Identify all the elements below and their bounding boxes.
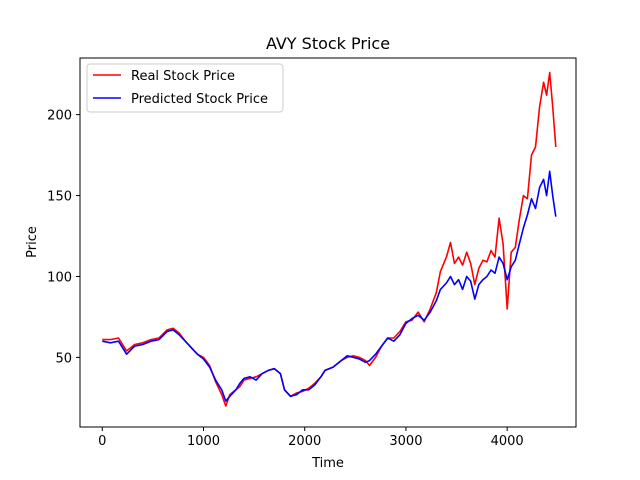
x-axis-ticks: 0 1000 2000 3000 4000 bbox=[98, 427, 524, 449]
x-axis-label: Time bbox=[311, 456, 344, 471]
x-tick-label: 1000 bbox=[187, 434, 220, 449]
legend: Real Stock Price Predicted Stock Price bbox=[86, 63, 284, 113]
legend-label-real: Real Stock Price bbox=[131, 69, 235, 84]
real-price-line bbox=[102, 71, 557, 407]
y-tick-label: 150 bbox=[47, 190, 72, 205]
predicted-price-line bbox=[102, 170, 557, 402]
y-tick-label: 200 bbox=[47, 109, 72, 124]
y-tick-label: 100 bbox=[47, 270, 72, 285]
series-group bbox=[102, 71, 557, 407]
legend-label-predicted: Predicted Stock Price bbox=[131, 92, 268, 107]
y-tick-label: 50 bbox=[55, 351, 72, 366]
x-tick-label: 2000 bbox=[288, 434, 321, 449]
plot-area bbox=[79, 57, 577, 428]
x-tick-label: 4000 bbox=[491, 434, 524, 449]
y-axis-label: Price bbox=[25, 226, 40, 258]
x-tick-label: 3000 bbox=[389, 434, 422, 449]
y-axis-ticks: 50 100 150 200 bbox=[47, 109, 80, 366]
x-tick-label: 0 bbox=[98, 434, 106, 449]
legend-frame bbox=[86, 63, 284, 113]
plot-frame bbox=[79, 57, 577, 428]
chart-title: AVY Stock Price bbox=[266, 34, 390, 53]
